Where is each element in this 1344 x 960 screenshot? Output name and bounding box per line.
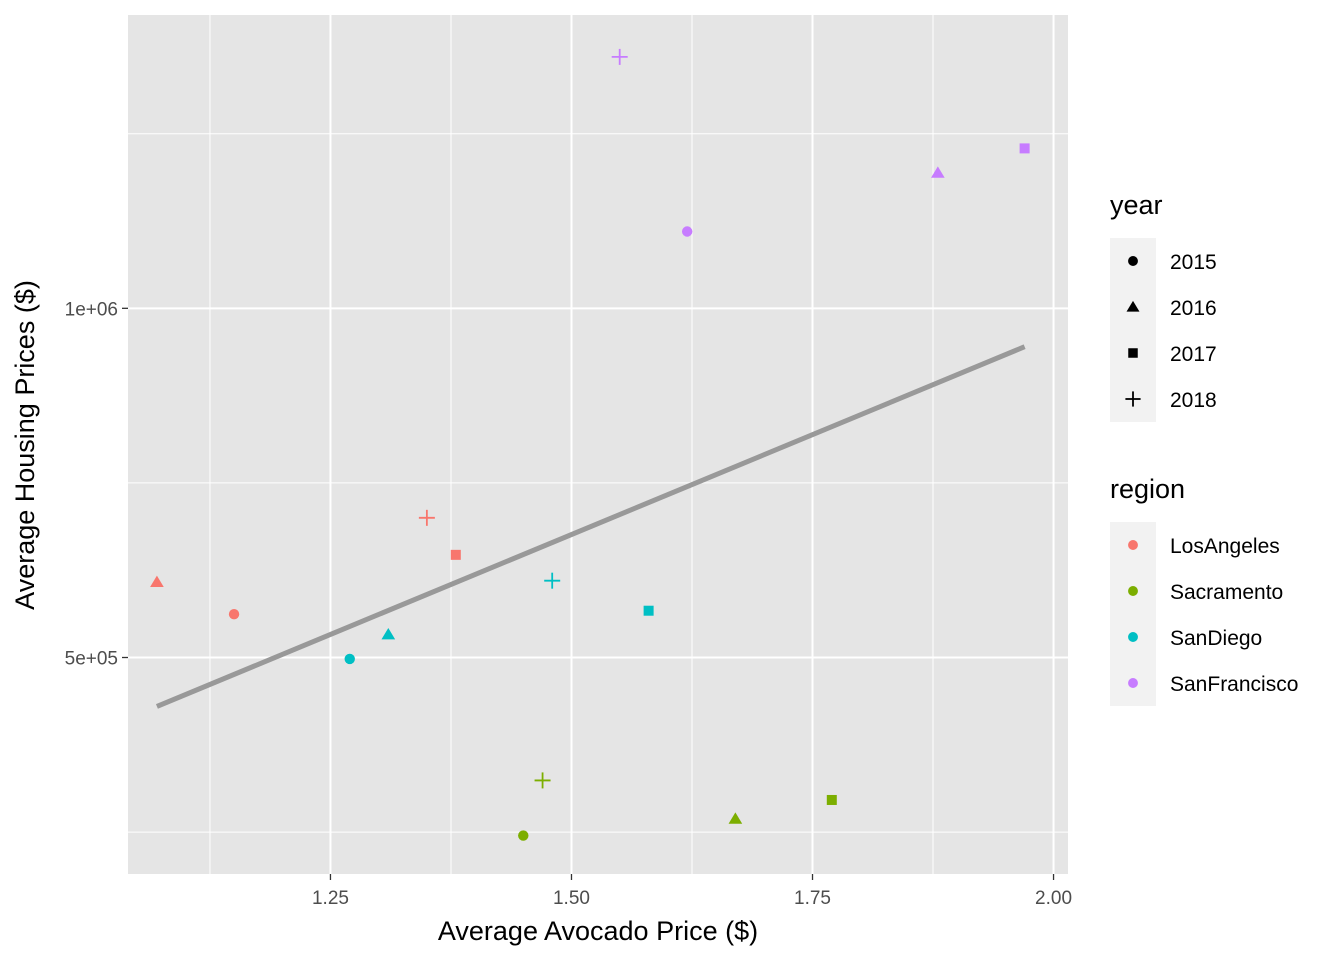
x-tick-label: 1.25 — [312, 888, 349, 909]
data-point-sandiego-2015 — [344, 653, 355, 665]
minor-gridlines — [128, 15, 1068, 874]
plot-panel — [128, 15, 1068, 874]
legend-label: Sacramento — [1170, 581, 1283, 604]
data-point-sandiego-2018 — [544, 572, 561, 589]
fit-line — [155, 344, 1026, 709]
y-axis-title: Average Housing Prices ($) — [10, 280, 40, 610]
legend-key-sanfrancisco — [1128, 678, 1138, 688]
legend-key-2017 — [1128, 348, 1138, 358]
legend-key-losangeles — [1128, 540, 1138, 550]
legend-label: 2018 — [1170, 389, 1217, 412]
legend-label: SanDiego — [1170, 627, 1262, 650]
legend-label: LosAngeles — [1170, 535, 1280, 558]
data-point-sandiego-2017 — [643, 605, 654, 616]
legend-key-2018 — [1125, 391, 1141, 407]
x-tick-label: 2.00 — [1035, 888, 1072, 909]
points-layer — [150, 48, 1030, 841]
data-point-sanfrancisco-2018 — [611, 48, 628, 65]
legend-key-background — [1110, 522, 1156, 706]
data-point-sandiego-2016 — [381, 627, 396, 640]
y-tick-label: 1e+06 — [65, 299, 118, 320]
legend-key-background — [1110, 238, 1156, 422]
data-point-losangeles-2017 — [450, 549, 461, 560]
legend-label: 2016 — [1170, 297, 1217, 320]
legend-key-2015 — [1128, 256, 1138, 266]
legend-year: year 2015 2016 2017 2018 — [1110, 190, 1217, 422]
data-point-sanfrancisco-2015 — [681, 226, 693, 237]
legend-title: year — [1110, 190, 1163, 220]
legend-label: 2017 — [1170, 343, 1217, 366]
legend-key-sandiego — [1128, 632, 1138, 642]
legend-label: 2015 — [1170, 251, 1217, 274]
data-point-sanfrancisco-2016 — [931, 166, 945, 178]
data-point-sanfrancisco-2017 — [1019, 143, 1030, 154]
fit-line-layer — [155, 344, 1026, 709]
data-point-sacramento-2015 — [518, 830, 529, 841]
data-point-sacramento-2016 — [728, 812, 743, 824]
legend-region: region LosAngeles Sacramento SanDiego SanFra… — [1110, 474, 1298, 706]
data-point-sacramento-2018 — [534, 772, 551, 789]
x-tick-label: 1.75 — [794, 888, 831, 909]
data-point-losangeles-2016 — [150, 575, 164, 587]
major-gridlines — [128, 15, 1068, 874]
legend-title: region — [1110, 474, 1185, 504]
y-tick-label: 5e+05 — [65, 649, 118, 670]
data-point-losangeles-2015 — [228, 609, 240, 620]
legend-key-2016 — [1126, 300, 1140, 312]
data-point-sacramento-2017 — [826, 794, 837, 805]
data-point-losangeles-2018 — [418, 509, 435, 526]
x-tick-label: 1.50 — [553, 888, 590, 909]
y-axis: 5e+05 1e+06 — [65, 299, 128, 670]
legend-key-sacramento — [1128, 586, 1138, 596]
legend-label: SanFrancisco — [1170, 673, 1298, 696]
x-axis-title: Average Avocado Price ($) — [438, 916, 758, 946]
x-axis: 1.25 1.50 1.75 2.00 — [312, 874, 1072, 909]
